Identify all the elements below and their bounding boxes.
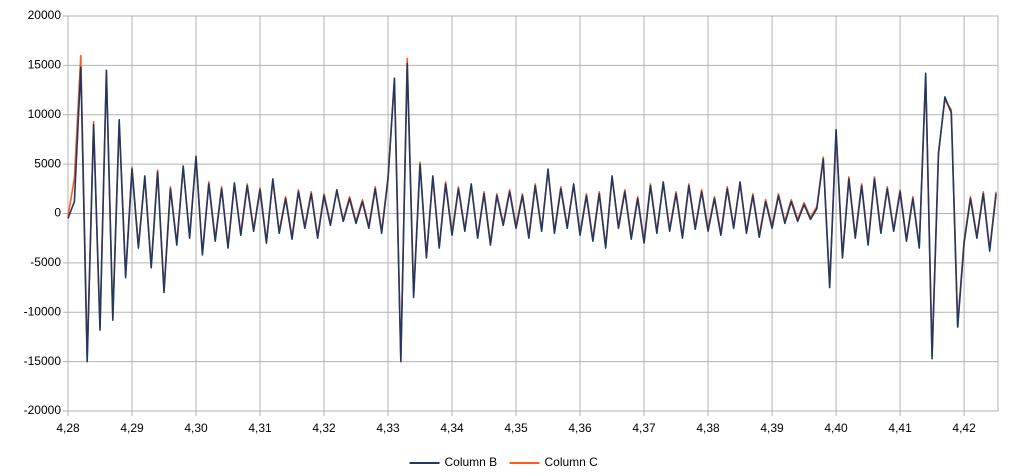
y-tick-label: -10000 — [24, 304, 62, 318]
legend-label: Column C — [545, 455, 599, 469]
x-tick-label: 4,36 — [568, 421, 592, 435]
y-tick-label: 20000 — [28, 8, 62, 22]
x-tick-label: 4,41 — [888, 421, 912, 435]
x-tick-label: 4,30 — [184, 421, 208, 435]
x-tick-label: 4,37 — [632, 421, 656, 435]
x-tick-label: 4,39 — [760, 421, 784, 435]
y-tick-label: -15000 — [24, 354, 62, 368]
x-tick-label: 4,31 — [248, 421, 272, 435]
y-tick-label: 0 — [54, 206, 61, 220]
x-tick-label: 4,29 — [120, 421, 144, 435]
x-tick-label: 4,34 — [440, 421, 464, 435]
legend-label: Column B — [445, 455, 498, 469]
y-tick-label: -5000 — [30, 255, 61, 269]
x-tick-label: 4,33 — [376, 421, 400, 435]
x-tick-label: 4,38 — [696, 421, 720, 435]
x-tick-label: 4,28 — [56, 421, 80, 435]
y-tick-label: 10000 — [28, 107, 62, 121]
y-tick-label: 5000 — [34, 156, 61, 170]
y-tick-label: 15000 — [28, 58, 62, 72]
series-line — [67, 62, 997, 363]
x-tick-label: 4,42 — [952, 421, 976, 435]
x-tick-label: 4,32 — [312, 421, 336, 435]
x-tick-label: 4,35 — [504, 421, 528, 435]
y-tick-label: -20000 — [24, 403, 62, 417]
x-tick-label: 4,40 — [824, 421, 848, 435]
